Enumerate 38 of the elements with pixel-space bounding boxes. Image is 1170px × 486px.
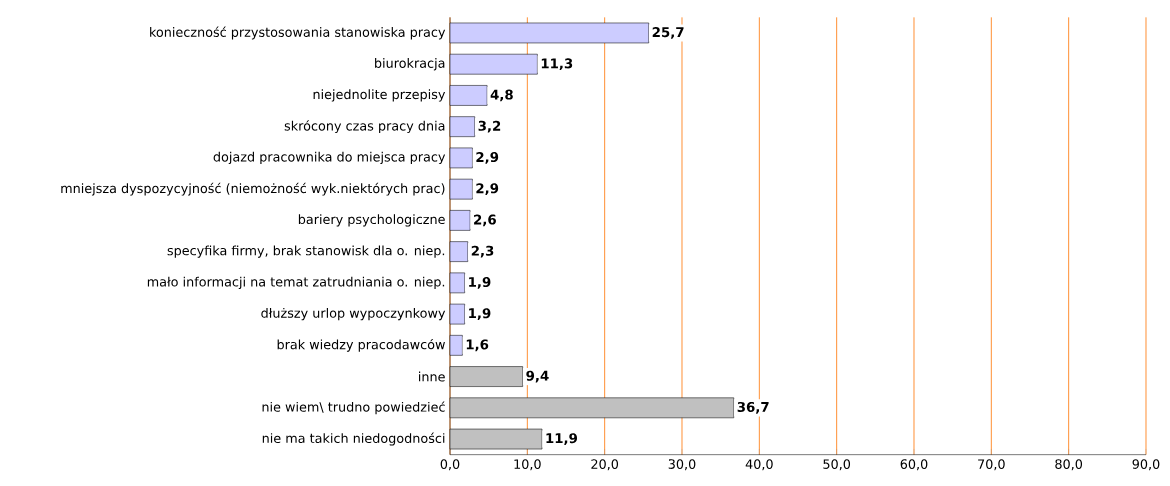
y-tick-label: inne — [419, 371, 445, 382]
y-tick-label: dłuższy urlop wypoczynkowy — [261, 307, 446, 321]
y-tick-label: nie ma takich niedogodności — [262, 432, 445, 446]
y-tick-label: konieczność przystosowania stanowiska pracy — [150, 26, 446, 40]
data-label: 11,3 — [541, 58, 573, 71]
data-label: 2,6 — [474, 214, 496, 227]
y-tick-label: biurokracja — [375, 58, 445, 71]
data-label: 3,2 — [478, 120, 501, 133]
x-tick-label: 80,0 — [1055, 459, 1083, 471]
x-tick-label: 70,0 — [978, 459, 1005, 471]
y-tick-label: skrócony czas pracy dnia — [284, 120, 445, 134]
data-label: 2,9 — [476, 152, 499, 164]
y-tick-label: mniejsza dyspozycyjność (niemożność wyk.niektórych prac) — [61, 182, 445, 196]
x-tick-label: 50,0 — [823, 459, 851, 471]
data-label: 1,6 — [466, 339, 489, 352]
data-label: 25,7 — [652, 27, 684, 39]
data-label: 2,9 — [476, 183, 499, 196]
data-label: 11,9 — [546, 433, 578, 445]
y-tick-label: niejednolite przepisy — [313, 89, 446, 102]
data-label: 4,8 — [490, 89, 513, 102]
x-tick-label: 20,0 — [591, 459, 619, 471]
x-tick-label: 0,0 — [440, 459, 460, 471]
y-tick-label: specyfika firmy, brak stanowisk dla o. niep. — [167, 245, 445, 258]
data-label: 9,4 — [526, 370, 549, 383]
data-label: 1,9 — [469, 308, 491, 320]
x-tick-label: 60,0 — [900, 459, 928, 471]
data-label: 1,9 — [469, 276, 491, 289]
y-tick-label: mało informacji na temat zatrudniania o. niep. — [147, 276, 445, 290]
y-tick-label: dojazd pracownika do miejsca pracy — [213, 151, 446, 165]
y-tick-label: bariery psychologiczne — [298, 214, 445, 227]
x-tick-label: 30,0 — [668, 459, 696, 471]
x-tick-label: 90,0 — [1132, 459, 1160, 471]
y-tick-label: brak wiedzy pracodawców — [277, 338, 445, 352]
y-tick-label: nie wiem\ trudno powiedzieć — [262, 401, 445, 415]
data-label: 36,7 — [737, 401, 769, 414]
x-tick-label: 40,0 — [745, 459, 773, 471]
data-label: 2,3 — [471, 245, 494, 258]
x-tick-label: 10,0 — [514, 459, 541, 471]
